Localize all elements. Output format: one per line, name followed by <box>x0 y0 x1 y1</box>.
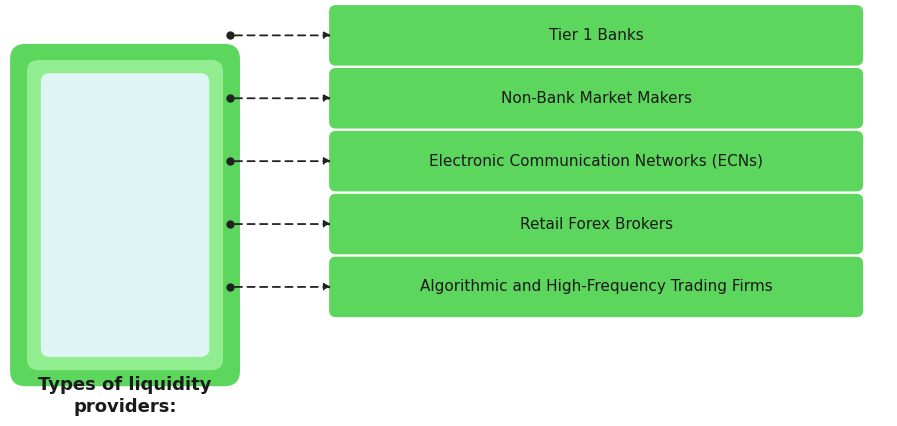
FancyBboxPatch shape <box>329 194 863 254</box>
Text: Algorithmic and High-Frequency Trading Firms: Algorithmic and High-Frequency Trading F… <box>420 279 772 294</box>
FancyBboxPatch shape <box>27 60 223 370</box>
Text: Retail Forex Brokers: Retail Forex Brokers <box>519 216 673 232</box>
Text: Tier 1 Banks: Tier 1 Banks <box>549 28 643 43</box>
FancyBboxPatch shape <box>329 131 863 191</box>
Text: Types of liquidity
providers:: Types of liquidity providers: <box>39 376 212 416</box>
Text: Electronic Communication Networks (ECNs): Electronic Communication Networks (ECNs) <box>429 154 763 169</box>
Text: Non-Bank Market Makers: Non-Bank Market Makers <box>501 91 692 106</box>
FancyBboxPatch shape <box>329 257 863 317</box>
FancyBboxPatch shape <box>41 73 209 357</box>
FancyBboxPatch shape <box>10 44 240 386</box>
FancyBboxPatch shape <box>329 68 863 129</box>
FancyBboxPatch shape <box>329 5 863 66</box>
